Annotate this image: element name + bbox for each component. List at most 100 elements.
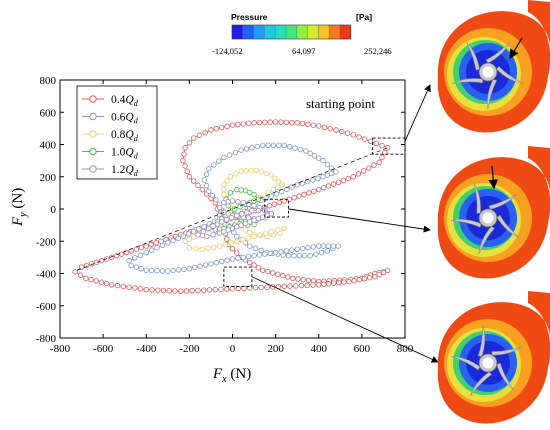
data-point: [118, 251, 125, 257]
data-point: [126, 284, 132, 290]
pointer-arrow: [251, 276, 439, 363]
data-point: [225, 211, 231, 217]
legend-unit: Q: [125, 147, 134, 159]
data-point: [346, 278, 352, 285]
data-point: [218, 286, 224, 293]
data-point: [293, 283, 299, 289]
data-point: [210, 232, 216, 238]
data-point: [208, 261, 214, 267]
data-point: [310, 244, 317, 250]
data-point: [251, 217, 257, 223]
data-point: [327, 125, 333, 132]
legend-unit: Q: [125, 129, 134, 141]
data-point: [280, 272, 286, 279]
data-point: [221, 191, 227, 198]
data-point: [219, 219, 225, 225]
data-point: [276, 199, 283, 206]
impeller-blade: [496, 214, 520, 239]
legend-value: 0.6: [111, 112, 126, 124]
colorbar-cell: [296, 25, 308, 39]
data-point: [257, 232, 263, 238]
data-point: [103, 280, 110, 287]
data-point: [272, 249, 279, 256]
data-point: [242, 227, 249, 233]
data-point: [310, 177, 316, 183]
data-point: [138, 244, 145, 251]
data-point: [234, 186, 240, 193]
data-point: [213, 126, 220, 132]
data-point: [275, 178, 282, 185]
data-point: [235, 199, 241, 205]
data-point: [181, 266, 187, 272]
impeller-blade: [491, 346, 522, 356]
data-point: [367, 138, 374, 144]
data-point: [221, 154, 227, 161]
starting-point-label: starting point: [306, 96, 375, 111]
data-point: [186, 174, 193, 180]
data-point: [372, 274, 378, 280]
series-layer: [72, 119, 391, 294]
data-point: [93, 278, 99, 284]
data-point: [362, 136, 368, 142]
data-point: [202, 129, 208, 136]
data-point: [345, 175, 352, 182]
data-point: [245, 235, 252, 241]
data-point: [255, 264, 262, 271]
data-point: [316, 186, 322, 193]
y-axis-label-unit: (N): [10, 188, 26, 213]
data-point: [294, 120, 300, 126]
data-point: [263, 170, 269, 177]
dashed-box: [223, 266, 253, 287]
data-point: [203, 171, 210, 178]
data-point: [243, 168, 249, 174]
data-point: [330, 243, 337, 249]
data-point: [310, 122, 317, 128]
data-point: [299, 245, 306, 252]
data-point: [221, 186, 227, 193]
data-point: [206, 287, 213, 293]
data-point: [133, 246, 140, 253]
data-point: [292, 145, 298, 151]
impeller-blade: [496, 66, 524, 84]
data-point: [227, 190, 234, 196]
data-point: [213, 197, 219, 203]
data-point: [379, 142, 385, 149]
data-point: [281, 142, 287, 149]
colorbar-cell: [329, 25, 340, 39]
data-point: [260, 192, 267, 198]
data-point: [385, 267, 391, 273]
data-point: [235, 121, 241, 128]
data-point: [200, 228, 207, 235]
data-point: [331, 280, 337, 286]
data-point: [201, 177, 208, 183]
data-point: [159, 242, 166, 248]
data-point: [290, 275, 296, 282]
data-point: [316, 155, 322, 161]
data-point: [251, 198, 257, 204]
data-point: [258, 169, 264, 175]
data-point: [287, 283, 293, 289]
data-point: [166, 288, 172, 294]
data-point: [224, 286, 230, 292]
data-point: [249, 207, 255, 214]
data-point: [247, 259, 253, 266]
x-tick-label: -800: [50, 343, 71, 355]
data-point: [285, 274, 291, 280]
data-point: [128, 262, 134, 269]
data-point: [180, 157, 186, 164]
legend-sub: d: [134, 134, 139, 143]
data-point: [213, 259, 220, 266]
data-point: [270, 142, 277, 149]
data-point: [297, 146, 304, 153]
impeller-hub: [482, 212, 494, 224]
data-point: [242, 220, 249, 227]
data-point: [258, 247, 264, 254]
data-point: [197, 263, 203, 269]
data-point: [283, 248, 290, 254]
data-point: [98, 279, 105, 285]
data-point: [199, 186, 206, 193]
data-point: [255, 215, 262, 222]
data-point: [154, 267, 160, 274]
data-point: [356, 134, 362, 140]
data-point: [148, 241, 154, 248]
